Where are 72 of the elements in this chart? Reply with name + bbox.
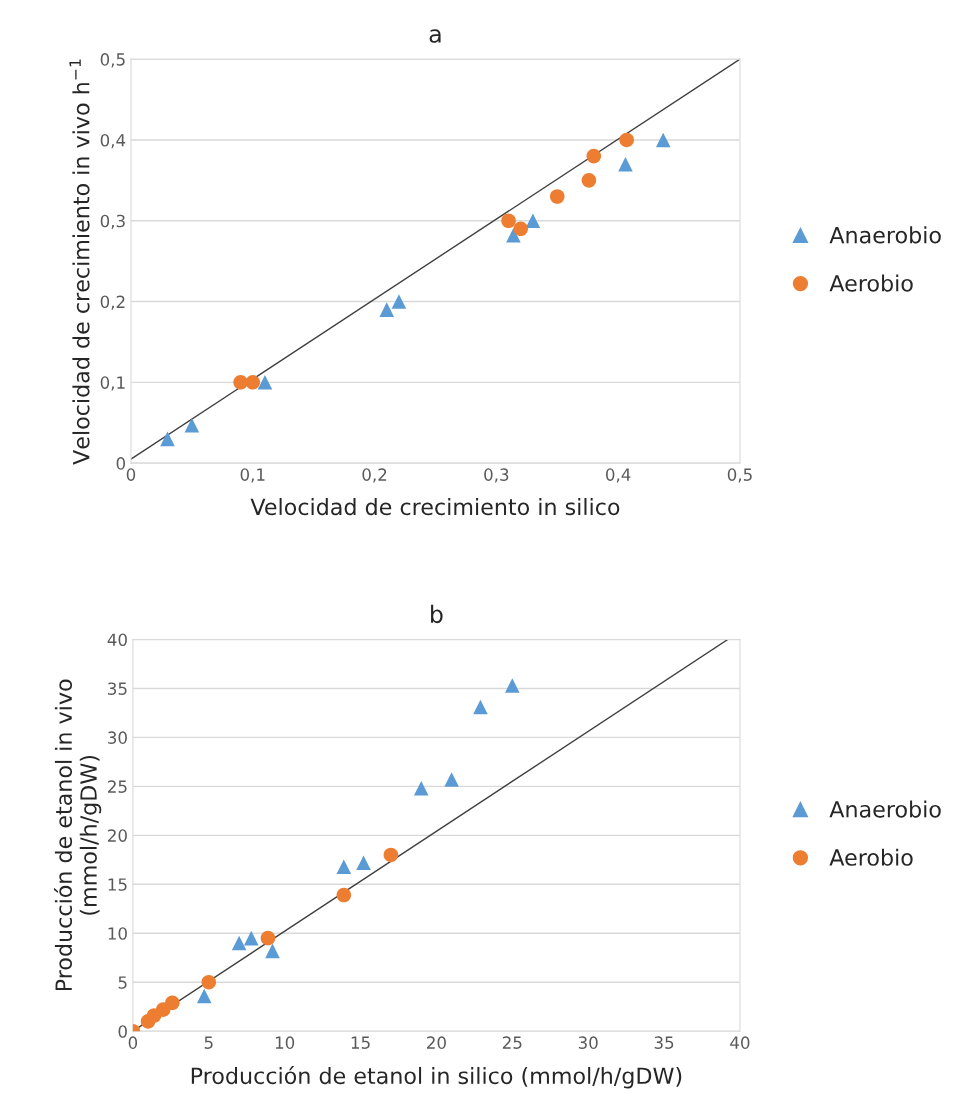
y-axis-title: Producción de etanol in vivo (mmol/h/gDW) xyxy=(53,679,102,991)
point xyxy=(196,988,212,1004)
x-tick-label: 0 xyxy=(128,1036,138,1049)
y-tick-label: 40 xyxy=(107,633,127,647)
point xyxy=(391,294,407,309)
x-tick-label: 30 xyxy=(578,1036,598,1049)
point xyxy=(525,213,541,229)
point xyxy=(201,974,217,990)
y-tick-label: 35 xyxy=(108,682,127,695)
point xyxy=(184,417,200,433)
point xyxy=(245,375,261,390)
x-tick-label: 0,5 xyxy=(727,468,752,483)
point xyxy=(257,375,273,390)
point xyxy=(336,887,352,903)
y-tick-label: 30 xyxy=(108,731,127,744)
point xyxy=(505,678,520,693)
y-tick-label: 0,5 xyxy=(100,53,125,68)
point xyxy=(231,935,247,951)
y-tick-label: 25 xyxy=(108,780,127,793)
y-tick-label: 20 xyxy=(108,829,127,842)
y-tick-label: 0,4 xyxy=(100,133,126,149)
point xyxy=(160,431,175,447)
y-tick-label: 0,2 xyxy=(100,295,125,310)
point xyxy=(444,772,459,787)
x-axis-title: Velocidad de crecimiento in silico xyxy=(250,498,620,516)
y-tick-label: 0 xyxy=(116,457,125,470)
point xyxy=(619,132,634,148)
x-axis-title: Producción de etanol in silico (mmol/h/gDW) xyxy=(191,1066,682,1089)
point xyxy=(501,213,516,229)
point xyxy=(513,221,528,237)
x-tick-label: 0,1 xyxy=(240,468,265,483)
x-tick-label: 10 xyxy=(275,1036,295,1049)
point xyxy=(336,859,352,874)
point xyxy=(655,132,671,148)
x-tick-label: 40 xyxy=(730,1036,750,1049)
chart-title: b xyxy=(431,604,443,624)
point xyxy=(383,847,399,863)
point xyxy=(233,375,248,390)
point xyxy=(265,943,280,959)
y-tick-label: 0,3 xyxy=(100,214,125,230)
point xyxy=(581,173,597,188)
x-tick-label: 5 xyxy=(204,1036,213,1049)
legend-label: Anaerobio xyxy=(829,800,941,818)
point xyxy=(506,228,521,243)
y-tick-label: 15 xyxy=(108,878,127,891)
x-tick-label: 25 xyxy=(502,1036,522,1049)
x-tick-label: 0,2 xyxy=(362,468,387,483)
x-tick-label: 35 xyxy=(654,1036,674,1049)
x-tick-label: 0 xyxy=(126,468,136,481)
y-tick-label: 10 xyxy=(108,927,127,940)
point xyxy=(379,302,395,317)
point xyxy=(356,855,371,871)
legend-label: Aerobio xyxy=(829,848,913,866)
x-tick-label: 20 xyxy=(427,1036,446,1049)
point xyxy=(549,189,565,204)
x-tick-label: 0,3 xyxy=(484,468,509,483)
point xyxy=(473,699,488,715)
y-tick-label: 0 xyxy=(118,1025,127,1038)
point xyxy=(586,148,602,164)
point xyxy=(618,156,633,172)
chart-title: a xyxy=(429,29,441,43)
point xyxy=(165,995,180,1011)
x-tick-label: 15 xyxy=(351,1036,370,1049)
legend-label: Aerobio xyxy=(829,274,913,292)
y-tick-label: 5 xyxy=(118,976,127,989)
x-tick-label: 0,4 xyxy=(606,468,631,483)
point xyxy=(243,930,259,946)
y-tick-label: 0,1 xyxy=(100,376,125,391)
point xyxy=(413,781,429,796)
legend-label: Anaerobio xyxy=(829,226,941,244)
point xyxy=(260,930,276,946)
y-axis-title: Velocidad de crecimiento in vivo h$^{−1}$ xyxy=(69,59,90,465)
